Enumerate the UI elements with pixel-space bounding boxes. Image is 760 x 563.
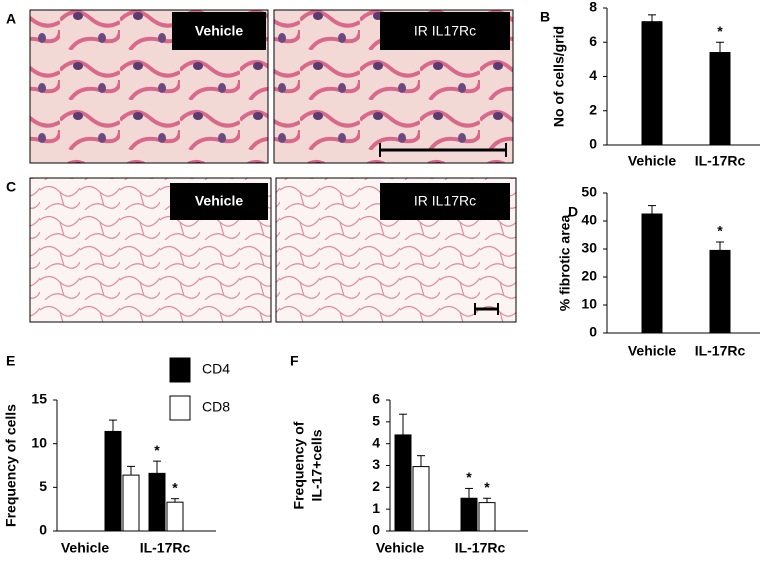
label-box xyxy=(172,12,266,50)
y-tick-label: 0 xyxy=(589,324,597,340)
y-axis-label: Frequency of cells xyxy=(3,404,19,527)
image-label: IR IL17Rc xyxy=(414,193,476,209)
label-box xyxy=(380,12,510,50)
legend-label: CD4 xyxy=(202,361,230,377)
image-label: Vehicle xyxy=(195,193,243,209)
y-tick-label: 3 xyxy=(372,456,380,472)
panel-letter: C xyxy=(6,179,16,195)
y-tick-label: 6 xyxy=(589,33,597,49)
y-tick-label: 2 xyxy=(589,101,597,117)
bar xyxy=(166,501,184,532)
image-label: Vehicle xyxy=(195,23,243,39)
label-box xyxy=(170,183,268,220)
x-tick-label: IL-17Rc xyxy=(455,540,506,556)
bar xyxy=(122,474,140,532)
y-tick-label: 15 xyxy=(31,391,47,407)
y-tick-label: 5 xyxy=(39,478,47,494)
legend-swatch xyxy=(169,357,191,383)
panel-a: A Vehicle IR IL17Rc xyxy=(6,9,514,164)
y-tick-label: 4 xyxy=(589,67,597,83)
y-tick-label: 20 xyxy=(581,268,597,284)
y-tick-label: 0 xyxy=(589,136,597,152)
panel-letter: D xyxy=(568,204,578,220)
y-axis-label: No of cells/grid xyxy=(551,26,567,127)
y-tick-label: 0 xyxy=(372,522,380,538)
y-tick-label: 4 xyxy=(372,434,380,450)
panel-letter: A xyxy=(6,11,16,27)
significance-mark: * xyxy=(717,223,723,239)
significance-mark: * xyxy=(484,479,490,495)
significance-mark: * xyxy=(154,442,160,458)
bar xyxy=(641,213,663,334)
significance-mark: * xyxy=(172,479,178,495)
bar xyxy=(148,472,166,532)
significance-mark: * xyxy=(466,469,472,485)
y-tick-label: 40 xyxy=(581,212,597,228)
y-tick-label: 50 xyxy=(581,184,597,200)
panel-letter: F xyxy=(290,353,299,369)
y-tick-label: 2 xyxy=(372,478,380,494)
y-tick-label: 5 xyxy=(372,413,380,429)
y-axis-label: IL-17+cells xyxy=(309,429,325,501)
panel-letter: B xyxy=(540,9,550,25)
x-tick-label: IL-17Rc xyxy=(140,540,191,556)
x-tick-label: Vehicle xyxy=(376,540,424,556)
y-tick-label: 1 xyxy=(372,500,380,516)
label-box xyxy=(380,183,510,220)
x-tick-label: IL-17Rc xyxy=(695,153,746,169)
x-tick-label: IL-17Rc xyxy=(695,343,746,359)
significance-mark: * xyxy=(717,23,723,39)
panel-c: C Vehicle IR IL17Rc xyxy=(6,177,517,323)
legend-label: CD8 xyxy=(202,399,230,415)
bar xyxy=(412,466,430,532)
bar xyxy=(104,430,122,532)
y-tick-label: 10 xyxy=(31,434,47,450)
y-axis-label: % fibrotic area xyxy=(557,215,573,312)
image-label: IR IL17Rc xyxy=(414,23,476,39)
bar xyxy=(709,249,731,334)
bar xyxy=(460,497,478,532)
x-tick-label: Vehicle xyxy=(628,153,676,169)
bar xyxy=(478,502,496,532)
y-axis-label: Frequency of xyxy=(291,421,307,509)
y-tick-label: 6 xyxy=(372,391,380,407)
bar xyxy=(641,21,663,146)
y-tick-label: 0 xyxy=(39,522,47,538)
panel-letter: E xyxy=(6,353,15,369)
y-tick-label: 8 xyxy=(589,0,597,15)
bar xyxy=(394,434,412,532)
legend-swatch xyxy=(169,395,191,421)
y-tick-label: 10 xyxy=(581,296,597,312)
y-tick-label: 30 xyxy=(581,240,597,256)
x-tick-label: Vehicle xyxy=(61,540,109,556)
bar xyxy=(709,52,731,146)
x-tick-label: Vehicle xyxy=(628,343,676,359)
